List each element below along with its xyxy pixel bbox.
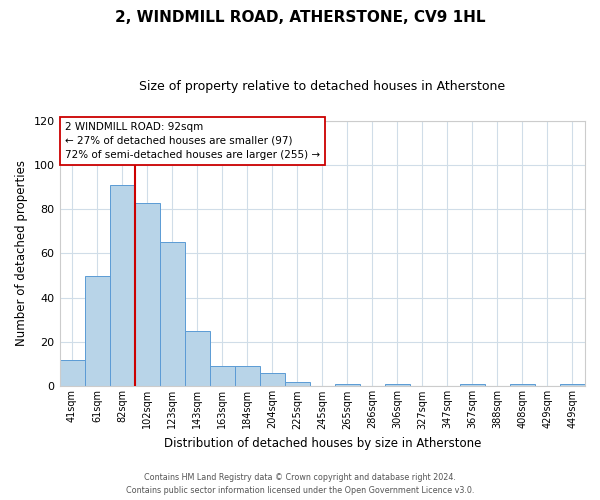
Bar	[460, 384, 485, 386]
Bar	[510, 384, 535, 386]
Bar	[110, 185, 134, 386]
Bar	[335, 384, 360, 386]
Text: 2 WINDMILL ROAD: 92sqm
← 27% of detached houses are smaller (97)
72% of semi-det: 2 WINDMILL ROAD: 92sqm ← 27% of detached…	[65, 122, 320, 160]
Bar	[185, 331, 209, 386]
Bar	[235, 366, 260, 386]
Text: Contains HM Land Registry data © Crown copyright and database right 2024.
Contai: Contains HM Land Registry data © Crown c…	[126, 474, 474, 495]
Y-axis label: Number of detached properties: Number of detached properties	[15, 160, 28, 346]
Bar	[260, 373, 285, 386]
X-axis label: Distribution of detached houses by size in Atherstone: Distribution of detached houses by size …	[164, 437, 481, 450]
Bar	[385, 384, 410, 386]
Bar	[560, 384, 585, 386]
Bar	[209, 366, 235, 386]
Bar	[134, 202, 160, 386]
Bar	[285, 382, 310, 386]
Bar	[160, 242, 185, 386]
Title: Size of property relative to detached houses in Atherstone: Size of property relative to detached ho…	[139, 80, 505, 93]
Bar	[59, 360, 85, 386]
Text: 2, WINDMILL ROAD, ATHERSTONE, CV9 1HL: 2, WINDMILL ROAD, ATHERSTONE, CV9 1HL	[115, 10, 485, 25]
Bar	[85, 276, 110, 386]
